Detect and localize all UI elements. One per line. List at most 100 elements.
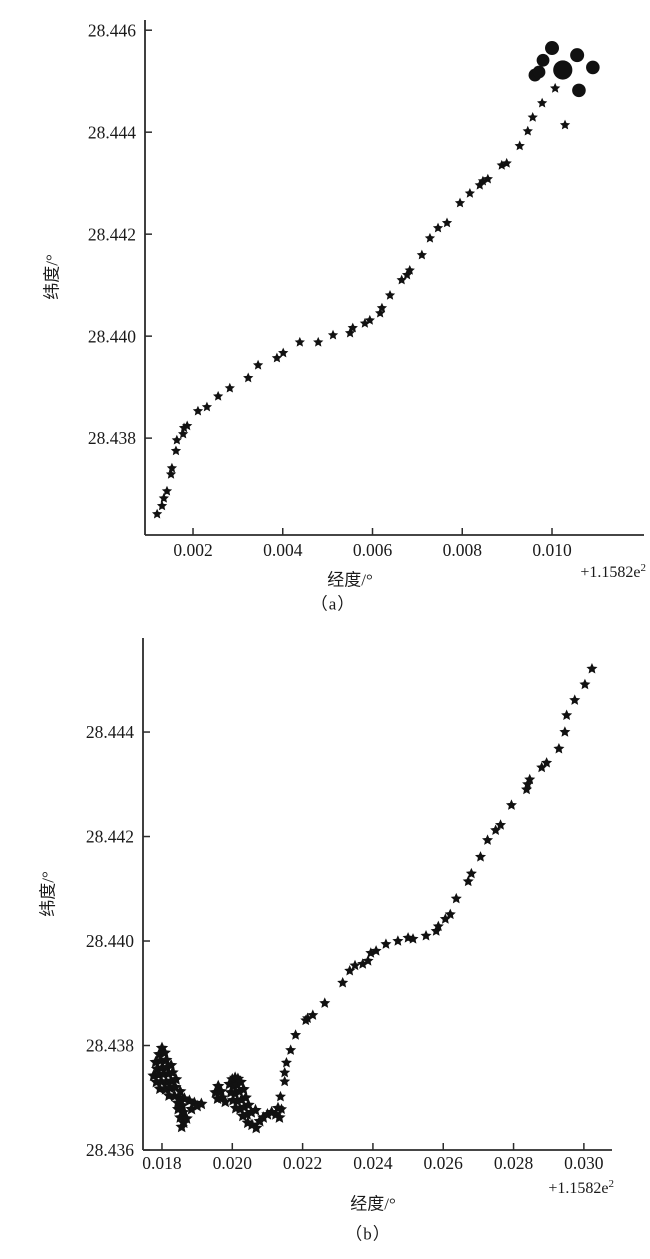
y-tick-label: 28.442 [88, 224, 136, 244]
trajectory-stars-marker [313, 336, 324, 347]
trajectory-stars-marker [344, 327, 356, 338]
x-offset-label-a: +1.1582e2 [580, 562, 646, 582]
trajectory-stars-marker [327, 329, 339, 340]
trajectory-stars-marker [579, 678, 591, 690]
y-tick-label: 28.440 [88, 326, 136, 346]
x-tick-label: 0.022 [283, 1153, 322, 1173]
trajectory-stars-marker [337, 977, 349, 988]
trajectory-stars-marker [569, 694, 581, 705]
start-cluster-blob-marker [180, 1112, 193, 1124]
trajectory-stars-marker [474, 179, 485, 190]
trajectory-stars-marker [170, 445, 182, 456]
trajectory-stars-marker [349, 959, 361, 971]
start-cluster-blob-marker [240, 1107, 254, 1120]
start-cluster-blob-marker [253, 1114, 266, 1127]
trajectory-stars-marker [396, 274, 407, 285]
trajectory-stars-marker [505, 799, 517, 810]
trajectory-stars-marker [559, 726, 571, 737]
trajectory-stars-marker [464, 187, 476, 198]
trajectory-stars-marker [280, 1056, 292, 1068]
trajectory-stars-marker [424, 232, 436, 243]
x-tick-label: 0.006 [353, 540, 393, 560]
trajectory-stars-marker [462, 875, 474, 887]
trajectory-stars-marker [279, 1075, 291, 1087]
endpoint-circles-marker [586, 60, 600, 75]
trajectory-stars-marker [404, 264, 415, 275]
trajectory-stars-marker [553, 742, 565, 754]
trajectory-stars-marker [201, 401, 213, 412]
trajectory-stars-marker [213, 390, 224, 401]
x-tick-label: 0.020 [213, 1153, 253, 1173]
start-cluster-blob-marker [169, 1072, 183, 1085]
trajectory-stars-marker [501, 157, 512, 168]
subplot-caption-a: （a） [310, 594, 356, 614]
start-cluster-blob-marker [195, 1097, 208, 1110]
trajectory-stars-marker [454, 197, 466, 208]
trajectory-stars-marker [178, 422, 190, 433]
trajectory-stars-marker [375, 307, 386, 318]
y-tick-label: 28.440 [86, 931, 134, 951]
start-cluster-blob-marker [257, 1111, 270, 1123]
x-tick-label: 0.004 [263, 540, 303, 560]
start-cluster-blob-marker [271, 1101, 285, 1114]
endpoint-circles-marker [545, 41, 560, 56]
trajectory-stars-marker [536, 761, 548, 773]
endpoint-circles-marker [532, 65, 546, 79]
trajectory-stars-marker [550, 82, 561, 93]
y-tick-label: 28.444 [86, 722, 134, 742]
start-cluster-blob-marker [237, 1082, 250, 1095]
trajectory-stars-marker [151, 508, 163, 519]
trajectory-stars-marker [178, 428, 189, 439]
trajectory-stars-marker [407, 933, 419, 944]
trajectory-stars-marker [522, 778, 534, 789]
trajectory-stars-marker [475, 851, 487, 862]
trajectory-stars-marker [441, 217, 453, 228]
trajectory-stars-marker [477, 175, 489, 186]
trajectory-stars-marker [182, 420, 193, 431]
trajectory-stars-marker [384, 289, 396, 300]
trajectory-stars-marker [344, 965, 356, 976]
y-axis-label-b: 纬度/° [38, 871, 58, 917]
x-tick-label: 0.030 [564, 1153, 604, 1173]
scatter-plot-b: 0.018 0.020 0.022 0.024 0.026 0.028 0.030 28.43… [86, 638, 612, 1173]
start-cluster-blob-marker [228, 1087, 242, 1099]
start-cluster-blob-marker [233, 1084, 246, 1097]
trajectory-stars-marker [243, 372, 254, 383]
trajectory-stars-marker [450, 892, 462, 904]
trajectory-stars-marker [524, 773, 536, 785]
trajectory-stars-marker [537, 97, 548, 108]
trajectory-stars-marker [285, 1044, 297, 1055]
y-tick-label: 28.438 [88, 428, 136, 448]
start-cluster-blob-marker [245, 1105, 258, 1118]
trajectory-stars-marker [161, 485, 173, 496]
x-offset-base-a: +1.1582e [580, 564, 641, 582]
trajectory-stars-marker [370, 945, 382, 956]
trajectory-stars-marker [541, 757, 553, 768]
start-cluster-blob-marker [273, 1111, 286, 1123]
start-cluster-blob-marker [249, 1103, 262, 1116]
trajectory-stars-marker [158, 492, 169, 503]
trajectory-stars-marker [522, 125, 533, 136]
trajectory-stars-marker [171, 434, 182, 445]
trajectory-stars-marker [392, 935, 404, 946]
y-tick-label: 28.442 [86, 827, 134, 847]
start-cluster-blob-marker [175, 1120, 188, 1133]
trajectory-stars-marker [495, 819, 507, 830]
x-offset-exponent-a: 2 [640, 561, 647, 574]
y-tick-label: 28.446 [88, 20, 136, 40]
x-tick-label: 0.008 [443, 540, 483, 560]
x-axis-label-b: 经度/° [350, 1194, 396, 1214]
start-cluster-blob-marker [261, 1107, 274, 1120]
start-cluster-blob-marker [250, 1121, 263, 1134]
x-offset-label-b: +1.1582e2 [548, 1178, 614, 1198]
start-cluster-blob-marker [236, 1109, 250, 1122]
start-cluster-blob-marker [190, 1099, 204, 1112]
trajectory-stars-marker [166, 462, 178, 473]
x-offset-exponent-b: 2 [608, 1177, 615, 1190]
trajectory-stars-marker [252, 359, 264, 370]
trajectory-stars-marker [362, 955, 374, 966]
trajectory-stars-marker [482, 173, 493, 184]
endpoint-circles-marker [553, 60, 573, 80]
trajectory-stars-marker [496, 159, 507, 170]
x-offset-base-b: +1.1582e [548, 1180, 609, 1198]
